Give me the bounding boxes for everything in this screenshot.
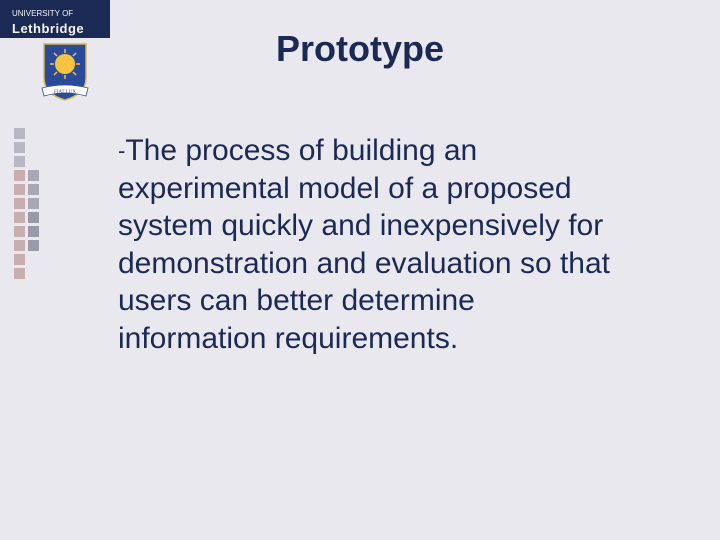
square-row [14, 240, 39, 251]
square-row [14, 212, 39, 223]
svg-text:FIAT LUX: FIAT LUX [54, 90, 76, 95]
decorative-square [14, 240, 25, 251]
slide-title: Prototype [0, 28, 720, 70]
square-row [14, 198, 39, 209]
decorative-square [14, 170, 25, 181]
decorative-square [14, 128, 25, 139]
decorative-square [14, 226, 25, 237]
decorative-square [14, 268, 25, 279]
square-row [14, 156, 39, 167]
decorative-square [14, 254, 25, 265]
university-of-text: UNIVERSITY OF [12, 10, 102, 19]
decorative-square [28, 184, 39, 195]
decorative-square [14, 212, 25, 223]
square-row [14, 170, 39, 181]
decorative-square [14, 156, 25, 167]
decorative-square [14, 184, 25, 195]
square-row [14, 142, 39, 153]
square-row [14, 226, 39, 237]
decorative-square [28, 240, 39, 251]
decorative-square [28, 212, 39, 223]
decorative-square [28, 226, 39, 237]
square-row [14, 268, 39, 279]
decorative-square [14, 142, 25, 153]
slide-body-text: -The process of building an experimental… [118, 132, 628, 357]
square-row [14, 254, 39, 265]
decorative-square [28, 170, 39, 181]
square-row [14, 184, 39, 195]
body-paragraph: The process of building an experimental … [118, 134, 610, 355]
square-row [14, 128, 39, 139]
decorative-square [28, 198, 39, 209]
decorative-squares-column [14, 128, 39, 282]
decorative-square [14, 198, 25, 209]
